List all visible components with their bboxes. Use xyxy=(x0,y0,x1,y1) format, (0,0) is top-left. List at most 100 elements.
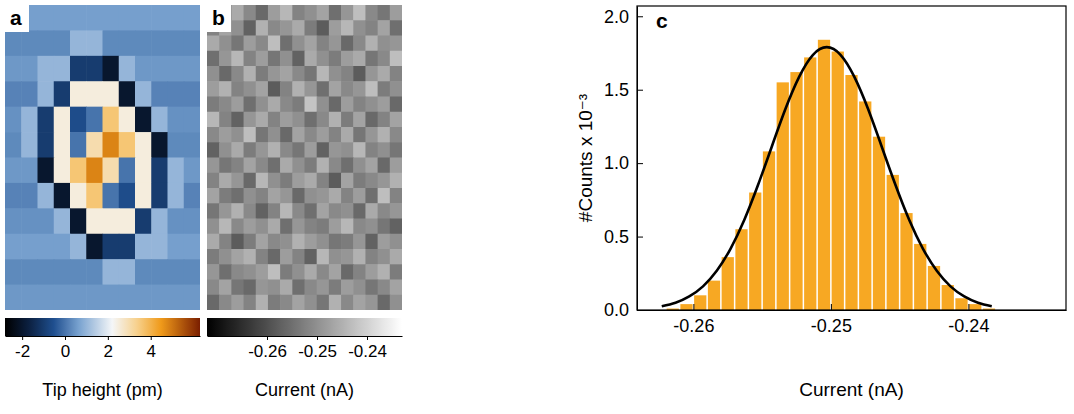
heatmap-cell xyxy=(329,234,342,250)
heatmap-cell xyxy=(244,264,257,280)
heatmap-cell xyxy=(207,142,220,158)
heatmap-cell xyxy=(390,158,402,174)
tick-label: 2 xyxy=(104,342,113,361)
heatmap-cell xyxy=(151,107,168,133)
heatmap-cell xyxy=(292,5,305,21)
heatmap-cell xyxy=(219,203,232,219)
heatmap-cell xyxy=(365,188,378,204)
heatmap-cell xyxy=(292,142,305,158)
tick-label: -0.24 xyxy=(948,316,989,336)
tick-label: -0.25 xyxy=(298,342,337,361)
colorbar xyxy=(207,318,402,336)
heatmap-cell xyxy=(365,97,378,113)
heatmap-cell xyxy=(292,20,305,36)
heatmap-cell xyxy=(151,183,168,209)
heatmap-cell xyxy=(292,249,305,265)
heatmap-cell xyxy=(207,51,220,67)
heatmap-cell xyxy=(256,203,269,219)
heatmap-cell xyxy=(268,173,281,189)
heatmap-cell xyxy=(280,51,293,67)
heatmap-cell xyxy=(317,280,330,296)
heatmap-cell xyxy=(329,66,342,82)
heatmap-cell xyxy=(184,107,200,133)
heatmap-cell xyxy=(151,285,168,310)
heatmap-cell xyxy=(329,36,342,52)
heatmap-cell xyxy=(305,264,318,280)
heatmap-cell xyxy=(231,188,244,204)
heatmap-cell xyxy=(103,30,120,56)
axis-line xyxy=(637,7,638,311)
colorbar-title: Current (nA) xyxy=(255,380,354,400)
heatmap-cell xyxy=(184,81,200,107)
tick-mark xyxy=(367,336,368,340)
heatmap-cell xyxy=(390,249,402,265)
heatmap-cell xyxy=(231,280,244,296)
heatmap-cell xyxy=(168,234,185,260)
heatmap-cell xyxy=(151,208,168,234)
heatmap-cell xyxy=(70,132,87,158)
heatmap-cell xyxy=(365,234,378,250)
heatmap-cell xyxy=(5,56,22,82)
heatmap-cell xyxy=(86,107,103,133)
heatmap-cell xyxy=(268,219,281,235)
tick: -2 xyxy=(15,336,30,361)
heatmap-cell xyxy=(119,158,136,184)
heatmap-cell xyxy=(38,234,55,260)
heatmap-cell xyxy=(207,127,220,143)
heatmap-cell xyxy=(341,142,354,158)
bar xyxy=(749,193,761,310)
heatmap-cell xyxy=(135,81,152,107)
heatmap-cell xyxy=(365,81,378,97)
heatmap-cell xyxy=(21,208,38,234)
heatmap-cell xyxy=(390,112,402,128)
heatmap-cell xyxy=(21,81,38,107)
heatmap-cell xyxy=(219,51,232,67)
heatmap-cell xyxy=(168,132,185,158)
heatmap-cell xyxy=(329,219,342,235)
tick: -0.26 xyxy=(248,336,287,361)
heatmap-cell xyxy=(207,264,220,280)
heatmap-cell xyxy=(317,66,330,82)
heatmap-cell xyxy=(280,234,293,250)
heatmap-cell xyxy=(184,259,200,285)
heatmap-cell xyxy=(341,81,354,97)
heatmap-cell xyxy=(135,234,152,260)
tick-label: 4 xyxy=(146,342,155,361)
tick-label: 2.0 xyxy=(604,7,629,27)
heatmap-cell xyxy=(135,183,152,209)
heatmap-cell xyxy=(219,142,232,158)
heatmap-cell xyxy=(151,56,168,82)
bar xyxy=(722,257,734,310)
heatmap-cell xyxy=(317,51,330,67)
tick-mark xyxy=(637,163,643,164)
heatmap-cell xyxy=(317,20,330,36)
heatmap-cell xyxy=(353,5,366,21)
heatmap-cell xyxy=(256,234,269,250)
heatmap-cell xyxy=(329,81,342,97)
heatmap-cell xyxy=(219,249,232,265)
heatmap-cell xyxy=(219,188,232,204)
heatmap-cell xyxy=(256,127,269,143)
heatmap-cell xyxy=(207,81,220,97)
heatmap-cell xyxy=(329,188,342,204)
heatmap-cell xyxy=(292,188,305,204)
heatmap-cell xyxy=(317,188,330,204)
heatmap-cell xyxy=(305,66,318,82)
heatmap-cell xyxy=(207,36,220,52)
tick-mark xyxy=(831,304,832,310)
heatmap-cell xyxy=(21,183,38,209)
heatmap-cell xyxy=(38,30,55,56)
bar xyxy=(845,75,857,310)
heatmap-cell xyxy=(168,107,185,133)
heatmap-cell xyxy=(184,158,200,184)
fit-line xyxy=(662,47,992,306)
heatmap-cell xyxy=(378,173,391,189)
heatmap-cell xyxy=(244,142,257,158)
heatmap-cell xyxy=(5,208,22,234)
heatmap-cell xyxy=(256,295,269,310)
heatmap-cell xyxy=(329,203,342,219)
heatmap-cell xyxy=(256,66,269,82)
heatmap-cell xyxy=(219,36,232,52)
heatmap-cell xyxy=(317,219,330,235)
heatmap-cell xyxy=(5,30,22,56)
